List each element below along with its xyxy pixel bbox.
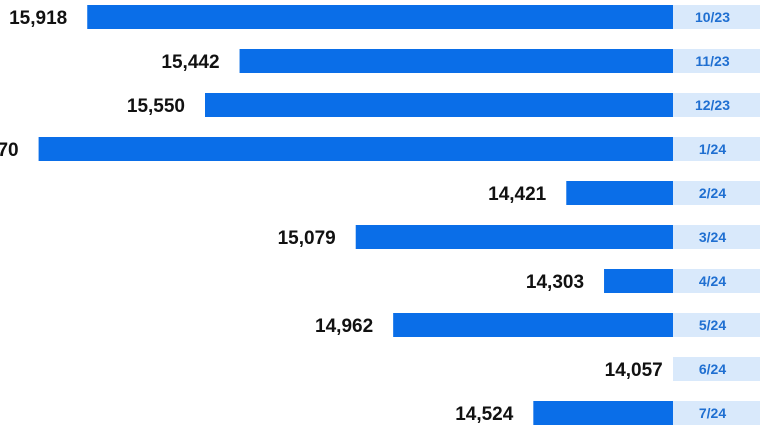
bar xyxy=(393,313,673,337)
bar xyxy=(533,401,673,425)
bar-row: 5/24 14,962 xyxy=(315,313,760,337)
bar xyxy=(566,181,673,205)
bar-row: 1/24 16,070 xyxy=(0,137,760,161)
category-label: 11/23 xyxy=(695,53,729,69)
category-band xyxy=(673,269,760,293)
bar xyxy=(239,49,673,73)
bar-row: 12/23 15,550 xyxy=(127,93,760,117)
bar-row: 2/24 14,421 xyxy=(488,181,760,205)
category-band xyxy=(673,313,760,337)
bar xyxy=(205,93,673,117)
category-label: 6/24 xyxy=(699,361,726,377)
value-label: 14,303 xyxy=(526,272,584,293)
value-label: 15,442 xyxy=(161,52,219,73)
bar-row: 11/23 15,442 xyxy=(161,49,760,73)
category-label: 12/23 xyxy=(695,97,730,113)
bar-row: 4/24 14,303 xyxy=(526,269,760,293)
value-label: 15,079 xyxy=(278,228,336,249)
category-band xyxy=(673,93,760,117)
value-label: 14,057 xyxy=(605,360,663,381)
category-band xyxy=(673,181,760,205)
bar-row: 7/24 14,524 xyxy=(455,401,760,425)
bar-row: 3/24 15,079 xyxy=(278,225,760,249)
category-label: 2/24 xyxy=(699,185,726,201)
category-label: 10/23 xyxy=(695,9,730,25)
category-label: 3/24 xyxy=(699,229,726,245)
value-label: 15,918 xyxy=(9,8,67,29)
category-band xyxy=(673,225,760,249)
category-band xyxy=(673,5,760,29)
category-band xyxy=(673,137,760,161)
category-band xyxy=(673,401,760,425)
value-label: 14,962 xyxy=(315,316,373,337)
bar xyxy=(355,225,673,249)
bar xyxy=(604,269,673,293)
category-band xyxy=(673,357,760,381)
bar xyxy=(87,5,674,29)
category-band xyxy=(673,49,760,73)
value-label: 16,070 xyxy=(0,140,19,161)
category-label: 5/24 xyxy=(699,317,726,333)
category-label: 7/24 xyxy=(699,405,726,421)
value-label: 14,421 xyxy=(488,184,547,205)
value-label: 15,550 xyxy=(127,96,185,117)
category-label: 1/24 xyxy=(699,141,726,157)
category-label: 4/24 xyxy=(699,273,726,289)
bar-row: 6/24 14,057 xyxy=(605,357,760,381)
bar-row: 10/23 15,918 xyxy=(9,5,760,29)
bar xyxy=(38,137,674,161)
value-label: 14,524 xyxy=(455,404,514,425)
